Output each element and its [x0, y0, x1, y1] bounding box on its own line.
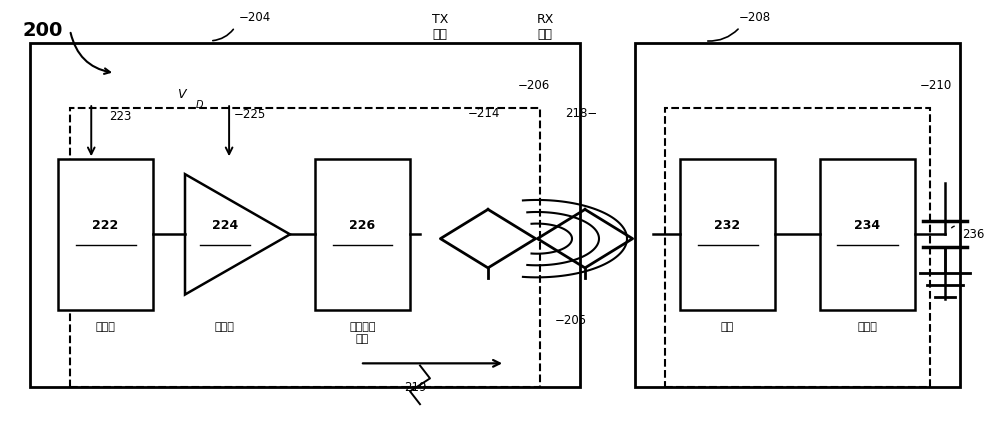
Bar — [635, 43, 960, 387]
Text: 226: 226 — [349, 219, 376, 232]
Bar — [58, 159, 153, 310]
Text: 236: 236 — [962, 228, 984, 241]
Bar — [665, 108, 930, 387]
Text: −206: −206 — [518, 80, 550, 92]
Text: −225: −225 — [234, 108, 266, 120]
Text: 219: 219 — [404, 381, 426, 393]
Text: 222: 222 — [92, 219, 119, 232]
Text: 匹配: 匹配 — [721, 322, 734, 332]
Text: 驱动器: 驱动器 — [215, 322, 235, 332]
Text: 218−: 218− — [565, 108, 597, 120]
Text: −204: −204 — [239, 11, 271, 24]
Text: 振荡器: 振荡器 — [96, 322, 115, 332]
Text: 200: 200 — [22, 22, 62, 40]
Text: 234: 234 — [854, 219, 881, 232]
Text: −210: −210 — [920, 80, 952, 92]
Text: V: V — [177, 88, 186, 101]
Text: TX
线圈: TX 线圈 — [432, 13, 448, 41]
Text: 整流器: 整流器 — [858, 322, 877, 332]
Text: 232: 232 — [714, 219, 741, 232]
Bar — [315, 159, 410, 310]
Text: −214: −214 — [468, 108, 500, 120]
Text: 223: 223 — [109, 110, 132, 123]
Text: D: D — [196, 100, 204, 110]
Bar — [30, 43, 580, 387]
Text: RX
线圈: RX 线圈 — [536, 13, 554, 41]
Text: 224: 224 — [212, 219, 238, 232]
Bar — [680, 159, 775, 310]
Text: 滤波器，
匹配: 滤波器， 匹配 — [349, 322, 376, 344]
Text: −205: −205 — [555, 314, 587, 327]
Bar — [820, 159, 915, 310]
Bar — [70, 108, 540, 387]
Text: −208: −208 — [739, 11, 771, 24]
